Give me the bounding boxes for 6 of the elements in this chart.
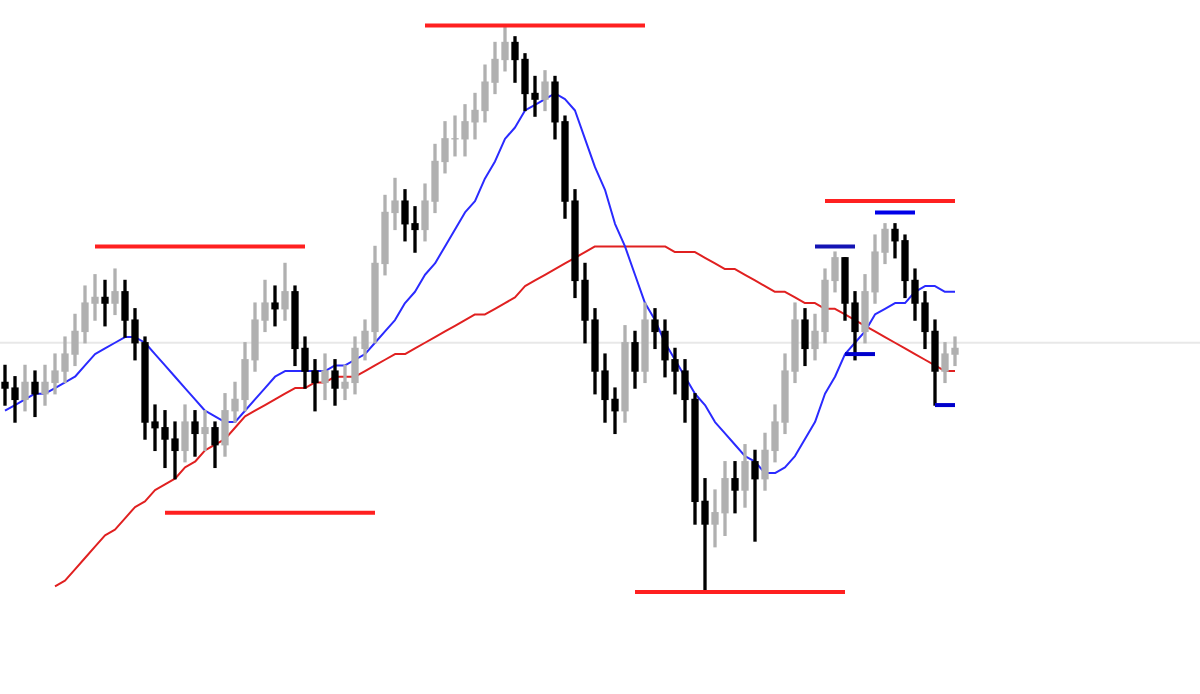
candlestick — [751, 449, 759, 542]
candlestick — [201, 410, 209, 452]
candlestick — [31, 370, 39, 418]
candlestick — [731, 461, 739, 514]
candlestick — [271, 285, 279, 327]
candlestick — [101, 279, 109, 327]
